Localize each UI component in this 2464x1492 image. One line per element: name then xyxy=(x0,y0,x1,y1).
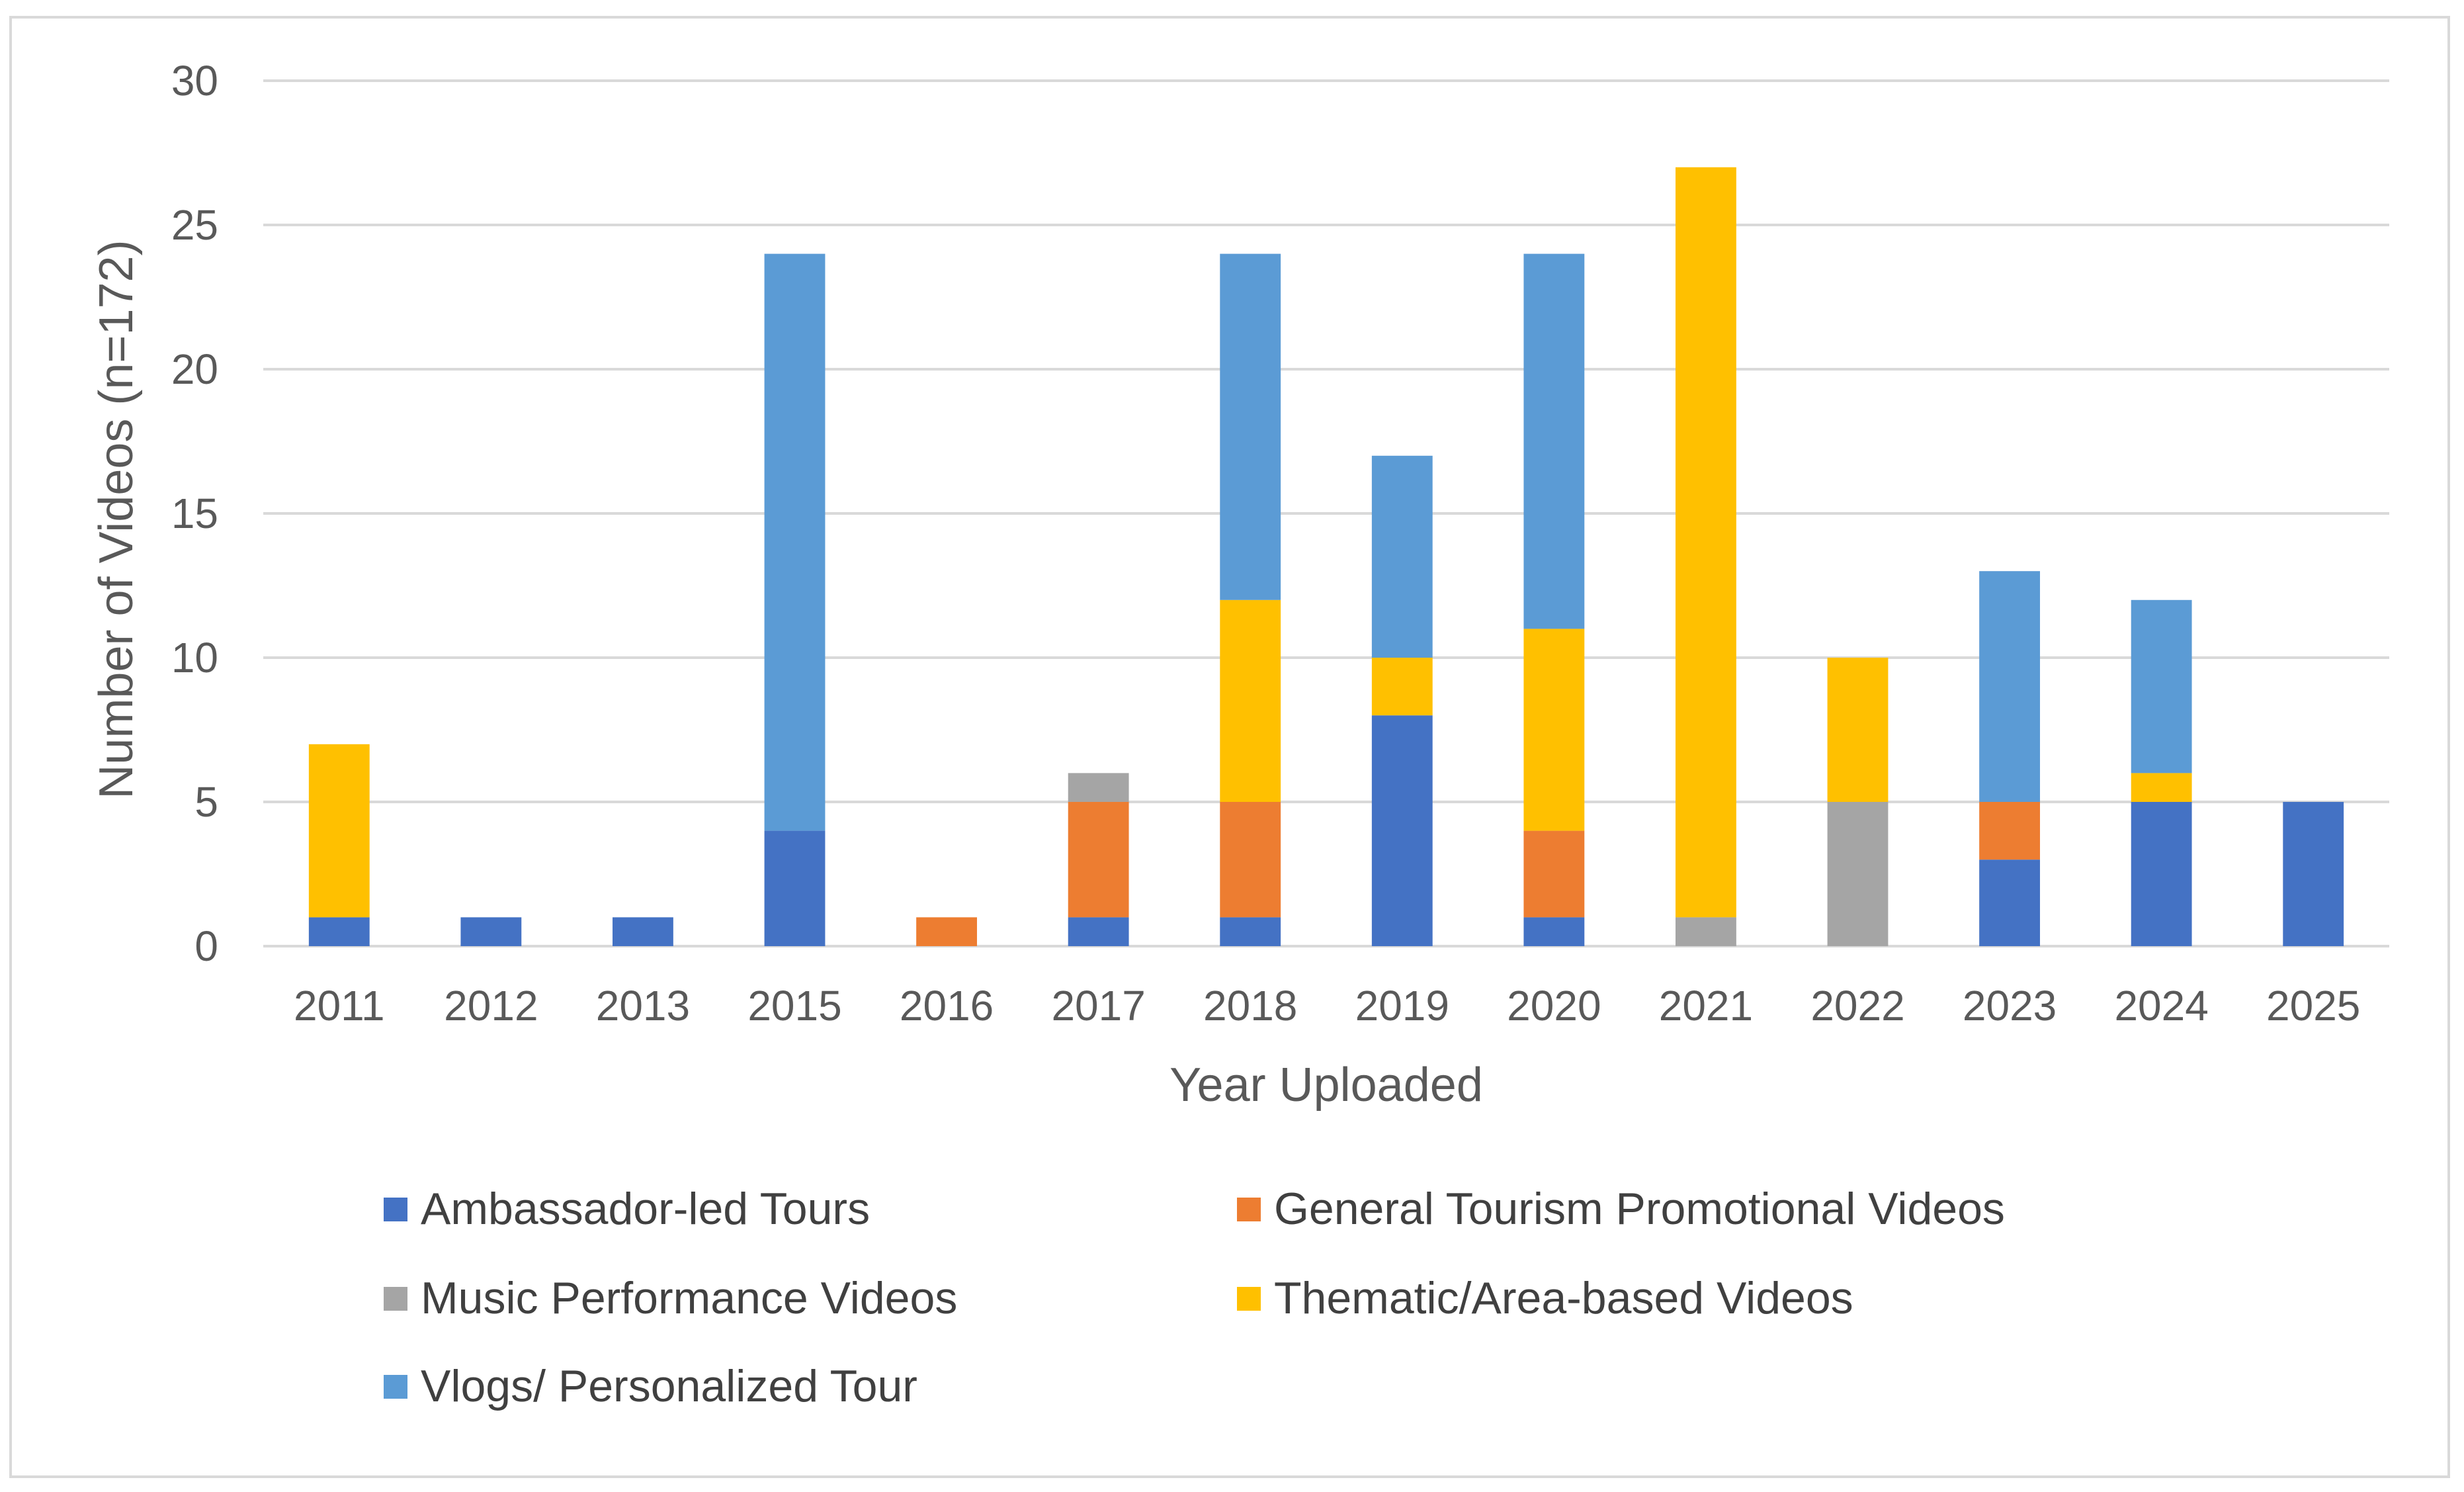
bar-segment-thematic-area-based-videos-2021 xyxy=(1676,167,1736,918)
legend-swatch xyxy=(384,1375,407,1399)
legend-swatch xyxy=(384,1287,407,1311)
bar-segment-ambassador-led-tours-2012 xyxy=(460,917,522,946)
bar-segment-ambassador-led-tours-2020 xyxy=(1523,917,1585,946)
bar-segment-vlogs-personalized-tour-2023 xyxy=(1979,571,2040,802)
legend-label: Music Performance Videos xyxy=(421,1273,957,1323)
x-tick-label: 2013 xyxy=(596,982,690,1030)
y-axis-title: Number of Videos (n=172) xyxy=(90,240,143,799)
bar-segment-ambassador-led-tours-2011 xyxy=(308,917,370,946)
x-tick-label: 2011 xyxy=(294,982,385,1030)
bar-segment-ambassador-led-tours-2017 xyxy=(1068,917,1129,946)
bar-segment-music-performance-videos-2017 xyxy=(1068,773,1129,802)
y-tick-label: 20 xyxy=(171,345,218,393)
y-tick-labels: 0 5 10 15 20 25 30 xyxy=(171,57,218,970)
bar-segment-ambassador-led-tours-2025 xyxy=(2283,802,2344,946)
bar-segment-vlogs-personalized-tour-2024 xyxy=(2131,599,2192,773)
legend-swatch xyxy=(1237,1198,1261,1221)
x-tick-label: 2012 xyxy=(444,982,538,1030)
y-tick-label: 0 xyxy=(194,922,218,970)
bar-segment-thematic-area-based-videos-2024 xyxy=(2131,773,2192,802)
x-tick-label: 2017 xyxy=(1051,982,1145,1030)
x-tick-labels: 2011 2012 2013 2015 2016 2017 2018 2019 2020 2021… xyxy=(294,982,2360,1030)
x-tick-label: 2022 xyxy=(1810,982,1904,1030)
bar-segment-vlogs-personalized-tour-2018 xyxy=(1220,253,1281,600)
bar-segment-ambassador-led-tours-2013 xyxy=(613,917,673,946)
bar-segment-general-tourism-promotional-videos-2017 xyxy=(1068,802,1129,918)
bar-segment-ambassador-led-tours-2018 xyxy=(1220,917,1281,946)
bar-segment-music-performance-videos-2022 xyxy=(1827,802,1889,946)
bar-segment-ambassador-led-tours-2023 xyxy=(1979,859,2040,946)
bar-segment-general-tourism-promotional-videos-2016 xyxy=(916,917,977,946)
bar-segment-ambassador-led-tours-2015 xyxy=(764,830,826,946)
bar-segment-general-tourism-promotional-videos-2023 xyxy=(1979,802,2040,860)
y-tick-label: 10 xyxy=(171,634,218,681)
bar-segment-thematic-area-based-videos-2022 xyxy=(1827,658,1889,802)
bar-segment-vlogs-personalized-tour-2020 xyxy=(1523,253,1585,629)
legend-label: Ambassador-led Tours xyxy=(421,1184,870,1234)
y-tick-label: 5 xyxy=(194,778,218,826)
y-tick-label: 30 xyxy=(171,57,218,105)
x-tick-label: 2015 xyxy=(747,982,841,1030)
bars xyxy=(308,167,2344,946)
y-tick-label: 15 xyxy=(171,490,218,537)
bar-segment-thematic-area-based-videos-2020 xyxy=(1523,629,1585,831)
x-tick-label: 2023 xyxy=(1963,982,2057,1030)
x-tick-label: 2019 xyxy=(1355,982,1449,1030)
legend-label: Vlogs/ Personalized Tour xyxy=(421,1361,917,1411)
bar-segment-vlogs-personalized-tour-2019 xyxy=(1371,455,1433,658)
x-tick-label: 2025 xyxy=(2266,982,2360,1030)
x-tick-label: 2018 xyxy=(1203,982,1297,1030)
bar-segment-thematic-area-based-videos-2011 xyxy=(308,744,370,918)
legend-label: Thematic/Area-based Videos xyxy=(1274,1273,1853,1323)
bar-segment-vlogs-personalized-tour-2015 xyxy=(764,253,826,831)
legend: Ambassador-led Tours General Tourism Prom… xyxy=(384,1184,2005,1411)
x-tick-label: 2021 xyxy=(1659,982,1753,1030)
bar-segment-ambassador-led-tours-2024 xyxy=(2131,802,2192,946)
x-tick-label: 2020 xyxy=(1507,982,1601,1030)
legend-swatch xyxy=(1237,1287,1261,1311)
legend-swatch xyxy=(384,1198,407,1221)
bar-segment-thematic-area-based-videos-2019 xyxy=(1371,658,1433,716)
x-tick-label: 2024 xyxy=(2114,982,2208,1030)
y-tick-label: 25 xyxy=(171,201,218,249)
bar-segment-music-performance-videos-2021 xyxy=(1676,917,1736,946)
legend-label: General Tourism Promotional Videos xyxy=(1274,1184,2005,1234)
gridlines xyxy=(263,79,2389,947)
bar-segment-general-tourism-promotional-videos-2018 xyxy=(1220,802,1281,918)
x-axis-title: Year Uploaded xyxy=(1169,1059,1483,1112)
bar-segment-thematic-area-based-videos-2018 xyxy=(1220,599,1281,802)
bar-segment-ambassador-led-tours-2019 xyxy=(1371,715,1433,946)
x-tick-label: 2016 xyxy=(900,982,994,1030)
bar-segment-general-tourism-promotional-videos-2020 xyxy=(1523,830,1585,918)
